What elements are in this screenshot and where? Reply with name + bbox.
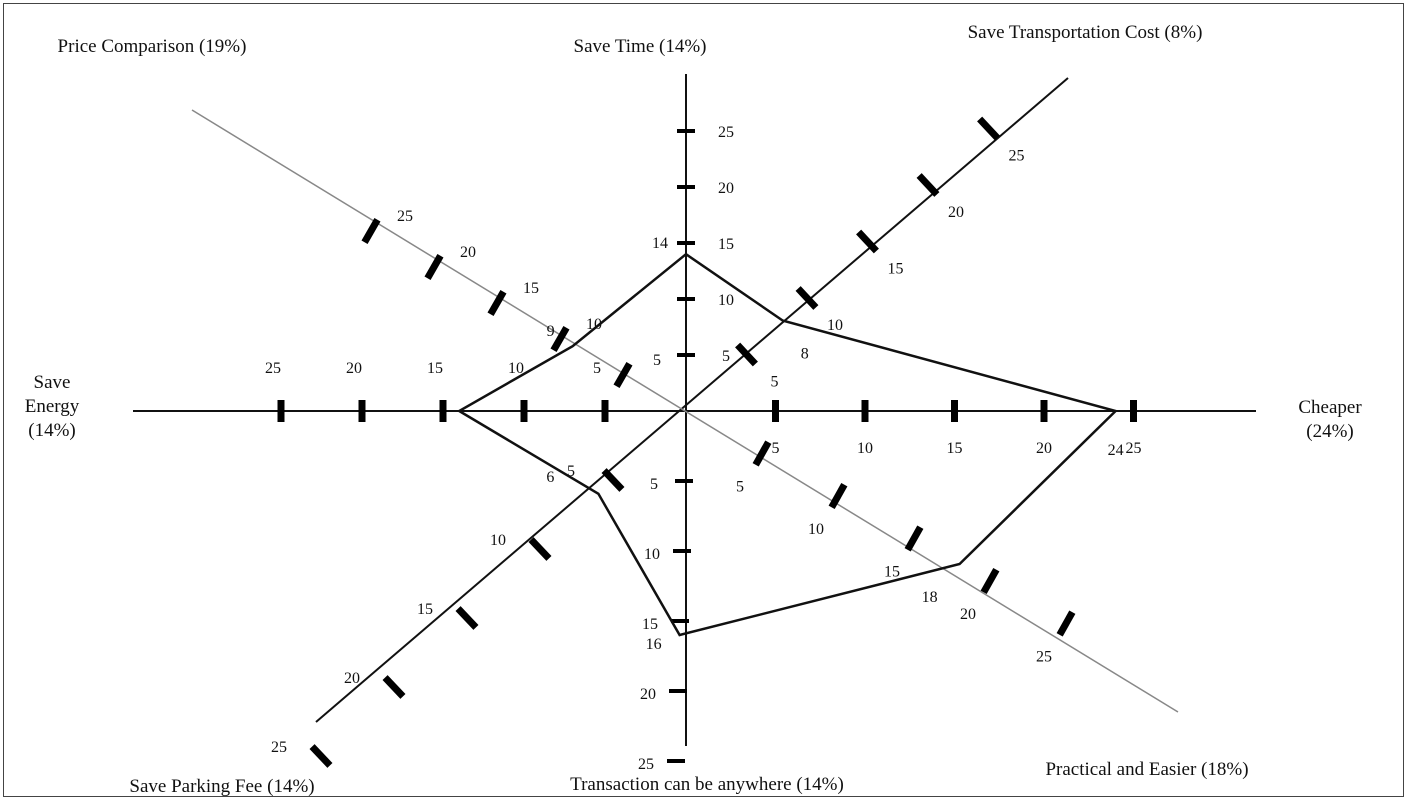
axis-label-save-energy: Save Energy (14%) [25,372,80,441]
tick-label-transaction-can-be-anywhere-25: 25 [638,756,654,773]
tick-label-price-comparison-25: 25 [397,208,413,225]
tick-label-save-time-20: 20 [718,180,734,197]
tick-mark-save-transportation-cost-15 [856,229,879,254]
tick-label-cheaper-5: 5 [772,440,780,457]
value-label-practical-and-easier: 18 [922,589,938,606]
tick-mark-save-parking-fee-10 [528,537,552,561]
tick-label-price-comparison-15: 15 [523,280,539,297]
tick-mark-practical-and-easier-10 [828,482,848,510]
axis-label-price-comparison: Price Comparison (19%) [58,36,247,57]
axis-label-save-transportation-cost: Save Transportation Cost (8%) [968,22,1203,43]
value-label-cheaper: 24 [1108,442,1124,459]
axis-label-transaction-can-be-anywhere: Transaction can be anywhere (14%) [570,774,844,795]
tick-label-cheaper-10: 10 [857,440,873,457]
axis-line-diagonal-rising [315,77,1069,723]
tick-label-save-energy-15: 15 [427,360,443,377]
value-label-save-time: 14 [652,235,668,252]
tick-mark-price-comparison-10 [550,325,570,353]
tick-label-save-energy-5: 5 [593,360,601,377]
axis-label-practical-and-easier: Practical and Easier (18%) [1045,759,1248,780]
tick-label-price-comparison-20: 20 [460,244,476,261]
tick-label-save-transportation-cost-10: 10 [827,317,843,334]
tick-label-practical-and-easier-5: 5 [736,479,744,496]
tick-label-save-time-5: 5 [722,348,730,365]
tick-label-save-transportation-cost-5: 5 [771,374,779,391]
tick-label-save-time-25: 25 [718,124,734,141]
tick-label-save-time-10: 10 [718,292,734,309]
tick-mark-practical-and-easier-20 [980,567,1000,595]
axis-label-cheaper: Cheaper (24%) [1298,397,1362,442]
tick-mark-save-parking-fee-20 [382,675,406,699]
tick-mark-price-comparison-25 [361,217,381,245]
tick-mark-price-comparison-20 [424,253,444,281]
polygon-layer [456,252,1119,637]
tick-label-save-time-15: 15 [718,236,734,253]
tick-label-transaction-can-be-anywhere-10: 10 [644,546,660,563]
tick-label-save-transportation-cost-15: 15 [888,261,904,278]
tick-mark-practical-and-easier-5 [752,440,772,467]
tick-mark-save-transportation-cost-25 [977,116,1000,141]
axis-label-save-parking-fee: Save Parking Fee (14%) [129,776,314,797]
tick-label-price-comparison-5: 5 [653,352,661,369]
value-label-transaction-can-be-anywhere: 16 [646,636,662,653]
tick-label-practical-and-easier-20: 20 [960,606,976,623]
tick-label-save-parking-fee-15: 15 [417,601,433,618]
tick-mark-save-transportation-cost-10 [795,286,819,310]
tick-mark-save-transportation-cost-5 [735,342,758,367]
axes-layer [133,74,1256,746]
tick-label-save-energy-10: 10 [508,360,524,377]
tick-mark-practical-and-easier-25 [1056,610,1076,637]
tick-mark-save-parking-fee-25 [309,744,333,768]
axis-label-save-time: Save Time (14%) [574,36,707,57]
tick-label-save-parking-fee-5: 5 [567,463,575,480]
tick-label-transaction-can-be-anywhere-5: 5 [650,476,658,493]
tick-label-transaction-can-be-anywhere-20: 20 [640,686,656,703]
value-label-save-transportation-cost: 8 [801,346,809,363]
tick-label-cheaper-25: 25 [1126,440,1142,457]
tick-label-transaction-can-be-anywhere-15: 15 [642,616,658,633]
tick-label-save-energy-25: 25 [265,360,281,377]
tick-mark-price-comparison-5 [613,361,633,389]
tick-label-save-energy-20: 20 [346,360,362,377]
tick-label-practical-and-easier-25: 25 [1036,649,1052,666]
tick-label-practical-and-easier-10: 10 [808,521,824,538]
tick-label-save-transportation-cost-20: 20 [948,204,964,221]
axis-line-diagonal-falling [191,109,1179,713]
tick-mark-save-parking-fee-5 [601,468,625,492]
tick-label-save-transportation-cost-25: 25 [1009,148,1025,165]
tick-mark-practical-and-easier-15 [904,525,924,552]
ticks-layer [277,116,1137,768]
value-label-save-parking-fee: 6 [546,469,554,486]
tick-label-price-comparison-10: 10 [586,316,602,333]
tick-mark-save-parking-fee-15 [455,606,479,630]
data-polygon [456,252,1119,637]
tick-label-save-parking-fee-25: 25 [271,739,287,756]
tick-mark-price-comparison-15 [487,289,507,317]
tick-label-cheaper-15: 15 [947,440,963,457]
tick-label-cheaper-20: 20 [1036,440,1052,457]
tick-label-save-parking-fee-20: 20 [344,670,360,687]
chart-frame [3,3,1404,797]
tick-mark-save-transportation-cost-20 [916,173,940,197]
tick-label-practical-and-easier-15: 15 [884,564,900,581]
value-label-price-comparison: 9 [547,323,555,340]
tick-label-save-parking-fee-10: 10 [490,532,506,549]
label-layer: 5 10 15 20 25 14 Save Time (14%) 5 10 15 20 25 8 Save… [25,22,1363,797]
